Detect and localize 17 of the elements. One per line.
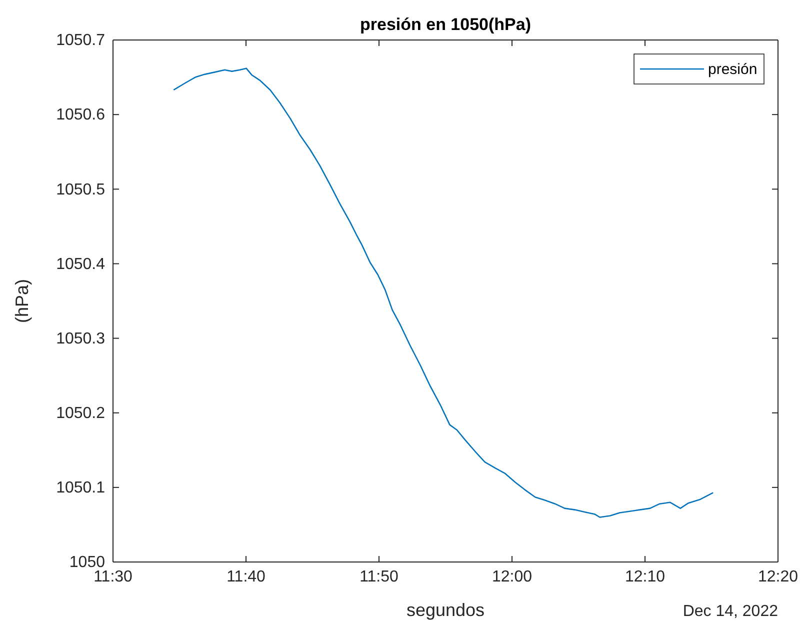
legend-label: presión bbox=[708, 61, 758, 78]
x-tick-label: 11:40 bbox=[226, 568, 266, 586]
y-tick-label: 1050.5 bbox=[56, 181, 106, 198]
y-tick-label: 1050.1 bbox=[56, 480, 106, 497]
x-tick-label: 12:20 bbox=[758, 568, 798, 586]
y-tick-label: 1050.6 bbox=[56, 106, 106, 124]
text: Dec 14, 2022 bbox=[682, 603, 778, 620]
x-tick-label: 12:00 bbox=[492, 568, 532, 586]
x-tick-label: 11:50 bbox=[360, 568, 399, 586]
chart-title: presión en 1050(hPa) bbox=[360, 15, 532, 34]
y-tick-label: 1050.4 bbox=[56, 256, 106, 273]
y-tick-label: 1050.3 bbox=[56, 330, 106, 348]
y-axis-title: (hPa) bbox=[12, 278, 32, 324]
y-tick-label: 1050.2 bbox=[56, 404, 106, 422]
y-tick-label: 1050.7 bbox=[56, 32, 106, 50]
x-tick-label: 12:10 bbox=[624, 568, 666, 586]
x-axis-title: segundos bbox=[406, 600, 485, 620]
